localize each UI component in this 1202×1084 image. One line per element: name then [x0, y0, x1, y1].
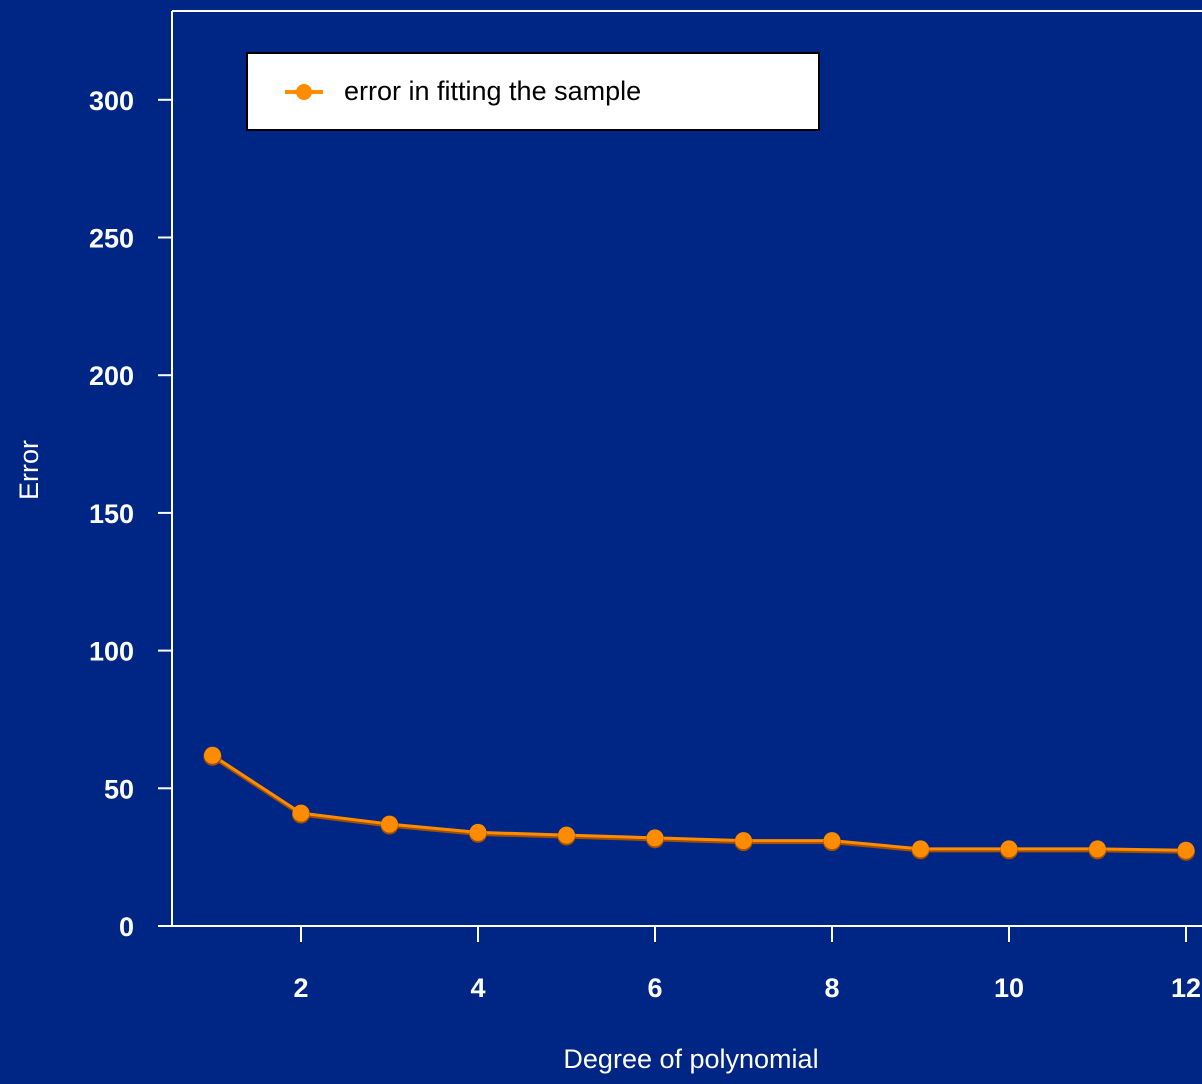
data-point	[204, 746, 221, 764]
data-point	[381, 815, 398, 833]
y-tick-label: 50	[104, 774, 134, 804]
series-error-in-fitting	[203, 746, 1195, 861]
data-point	[646, 829, 664, 847]
x-tick-label: 6	[647, 973, 662, 1003]
x-tick-label: 10	[994, 973, 1024, 1003]
y-axis-title: Error	[14, 440, 44, 500]
data-point	[912, 840, 929, 858]
x-axis-ticks: 2 4 6 8 10 12	[293, 926, 1201, 1003]
y-tick-label: 300	[89, 86, 134, 116]
x-tick-label: 8	[824, 973, 839, 1003]
x-tick-label: 2	[293, 973, 308, 1003]
data-point	[469, 823, 487, 841]
y-tick-label: 0	[119, 912, 134, 942]
data-point	[292, 804, 310, 822]
series-line	[211, 753, 1187, 852]
data-point	[1000, 840, 1018, 858]
legend: error in fitting the sample	[246, 52, 820, 131]
y-tick-label: 100	[89, 637, 134, 667]
data-point	[1177, 841, 1195, 859]
plot-frame	[171, 10, 1202, 927]
y-axis-ticks: 0 50 100 150 200 250 300	[89, 86, 172, 942]
data-point	[735, 832, 752, 850]
x-tick-label: 4	[470, 973, 485, 1003]
x-axis-title: Degree of polynomial	[563, 1044, 818, 1074]
legend-dot-marker	[296, 84, 312, 100]
y-tick-label: 250	[89, 224, 134, 254]
legend-box	[246, 52, 820, 131]
y-tick-label: 150	[89, 499, 134, 529]
data-point	[1089, 840, 1106, 858]
series-line-shadow	[211, 755, 1187, 854]
data-point	[823, 832, 841, 850]
legend-label: error in fitting the sample	[344, 76, 641, 106]
data-point	[558, 826, 575, 844]
y-tick-label: 200	[89, 361, 134, 391]
x-tick-label: 12	[1171, 973, 1201, 1003]
